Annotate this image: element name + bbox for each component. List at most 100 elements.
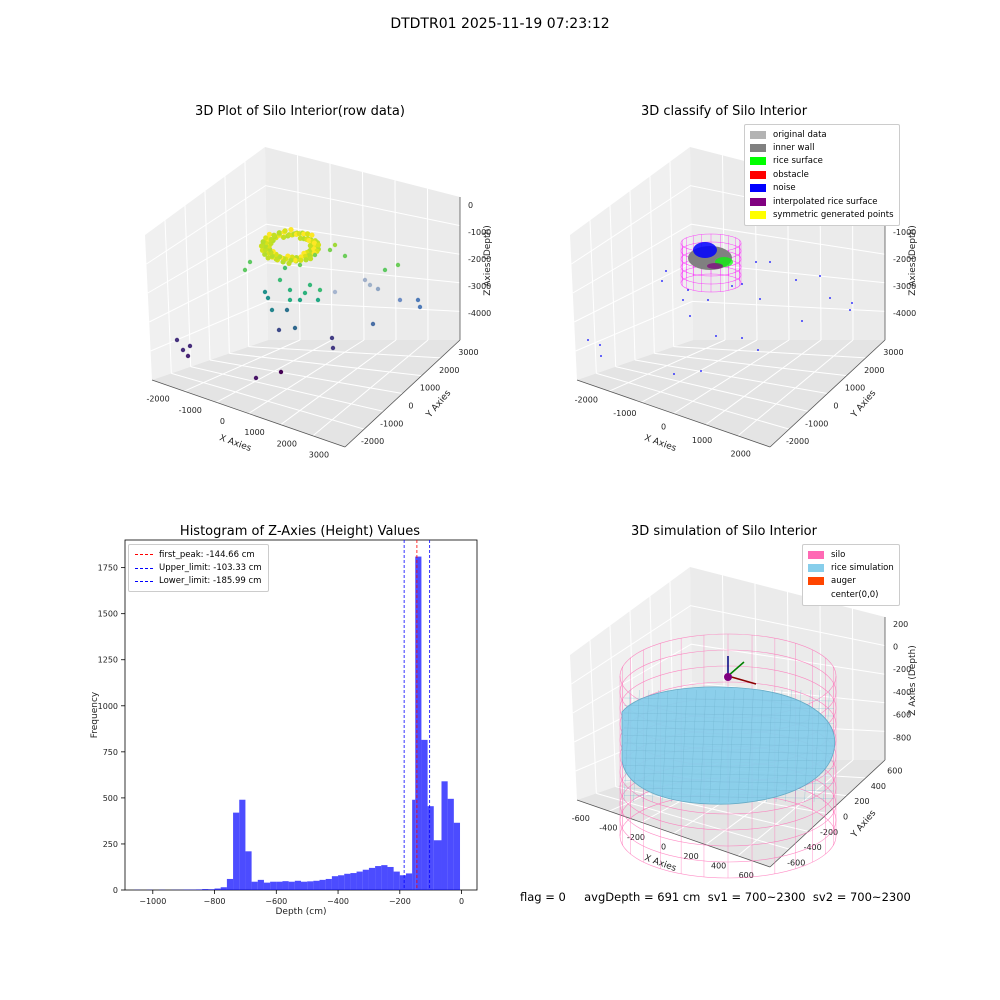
y-tick-label: 400	[871, 782, 886, 791]
noise-point	[707, 299, 709, 301]
z-tick-label: 200	[893, 620, 908, 629]
rice-mesh-line	[623, 705, 835, 709]
histogram-bar	[226, 878, 234, 890]
grid-line	[150, 300, 461, 352]
histogram-bar	[405, 873, 413, 890]
noise-point	[741, 337, 743, 339]
histogram-bar	[257, 879, 264, 890]
classify-legend-label: symmetric generated points	[773, 210, 894, 221]
z-tick-label: -200	[893, 665, 911, 674]
histogram-bar	[196, 889, 203, 890]
data-point	[259, 243, 265, 249]
rice-mesh-line	[642, 689, 650, 803]
histogram-bar	[233, 812, 240, 890]
data-point	[302, 290, 308, 296]
noise-point	[769, 261, 771, 263]
grid-line	[722, 155, 726, 341]
sim-legend-swatch	[808, 550, 824, 559]
histogram-bar	[202, 889, 209, 890]
data-point	[287, 297, 293, 303]
noise-point	[587, 339, 589, 341]
y-tick-label: -2000	[361, 437, 384, 446]
rice-mesh-line	[661, 689, 669, 803]
histogram-bar	[251, 881, 258, 890]
data-point	[330, 345, 336, 351]
figure-title: DTDTR01 2025-11-19 07:23:12	[390, 16, 610, 32]
z-tick-label: -3000	[893, 282, 916, 291]
data-point	[265, 295, 271, 301]
y-tick-label: -2000	[786, 437, 809, 446]
z-tick-label: -400	[893, 688, 911, 697]
interpolated-surface-points	[707, 263, 723, 269]
noise-point	[599, 344, 601, 346]
grid-line	[184, 205, 192, 367]
rice-mesh-line	[718, 689, 726, 803]
data-point	[185, 353, 191, 359]
hist-legend-line	[135, 554, 153, 556]
classify-legend-label: original data	[773, 129, 827, 140]
rice-mesh-line	[747, 689, 754, 803]
data-point	[298, 257, 304, 263]
noise-point	[731, 285, 733, 287]
classify-legend-entry: rice surface	[750, 155, 894, 168]
histogram-bar	[427, 806, 434, 890]
histogram-bar	[399, 875, 406, 890]
y-tick-label: 200	[854, 797, 869, 806]
histogram-bar	[447, 798, 454, 890]
x-tick-label: −200	[389, 897, 411, 906]
hist-legend-entry: first_peak: -144.66 cm	[135, 548, 262, 561]
z-axis-title: Z Axies (Depth)	[908, 225, 918, 296]
grid-line	[572, 223, 886, 294]
grid-line	[575, 300, 886, 352]
grid-line	[297, 155, 301, 341]
noise-point	[600, 355, 602, 357]
y-tick-label: 2000	[439, 366, 459, 375]
x-tick-label: -400	[599, 823, 617, 832]
rice-mesh-line	[623, 750, 835, 754]
grid-line	[146, 185, 461, 265]
y-tick-label: 1500	[98, 610, 118, 619]
data-point	[266, 231, 273, 237]
grid-line	[573, 682, 886, 743]
data-point	[262, 289, 268, 295]
histogram-bar	[263, 882, 271, 890]
histogram-bar	[433, 840, 442, 890]
rice-mesh-line	[623, 765, 835, 769]
y-tick-label: 600	[887, 767, 902, 776]
simulation-legend: silo rice simulation auger center(0,0)	[802, 544, 900, 606]
data-point	[301, 231, 307, 237]
rice-mesh-line	[690, 689, 697, 803]
x-tick-label: -1000	[179, 406, 202, 415]
x-tick-label: −400	[327, 897, 349, 906]
rice-mesh-line	[623, 712, 835, 717]
noise-point	[673, 373, 675, 375]
x-axis-line	[576, 799, 771, 868]
noise-point	[700, 370, 702, 372]
data-point	[415, 297, 421, 303]
grid-line	[394, 180, 397, 341]
data-point	[395, 262, 401, 268]
y-axis-title: Y Axies	[849, 388, 878, 420]
grid-line	[362, 171, 365, 341]
histogram-bar	[313, 880, 320, 890]
sim-legend-label: auger	[831, 576, 856, 587]
x-axis-line	[151, 379, 346, 448]
noise-point	[741, 283, 743, 285]
x-tick-label: 0	[220, 417, 225, 426]
panel-title-raw: 3D Plot of Silo Interior(row data)	[195, 104, 405, 119]
grid-line	[629, 190, 636, 361]
rice-mesh-line	[671, 689, 678, 803]
x-tick-label: 2000	[731, 449, 751, 458]
y-axis-line	[769, 759, 886, 868]
histogram-bar	[319, 879, 326, 890]
sim-legend-swatch	[808, 590, 824, 599]
rice-mesh-line	[823, 689, 830, 803]
grid-line	[147, 223, 461, 294]
rice-mesh-line	[785, 689, 792, 803]
data-point	[271, 232, 277, 238]
classify-legend-swatch	[750, 157, 766, 166]
sim-legend-entry: silo	[808, 548, 894, 561]
data-point	[303, 257, 309, 263]
y-tick-label: 1000	[98, 702, 118, 711]
status-footer: flag = 0 avgDepth = 691 cm sv1 = 700~230…	[520, 890, 911, 904]
